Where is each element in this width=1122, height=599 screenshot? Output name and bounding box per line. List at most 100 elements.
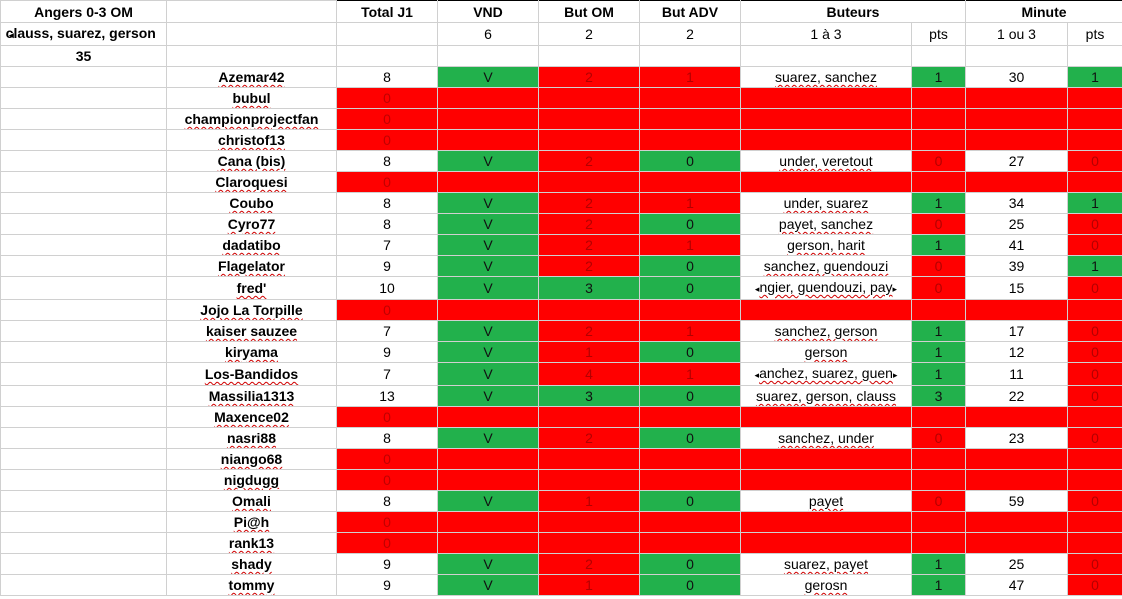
total-cell[interactable]: 0 — [336, 469, 438, 491]
but-om-cell[interactable]: 2 — [538, 213, 640, 235]
row-spacer-cell[interactable] — [0, 385, 167, 407]
player-name-cell[interactable]: Jojo La Torpille — [166, 299, 337, 321]
minute-pts-cell[interactable]: 0 — [1066, 427, 1122, 449]
total-cell[interactable]: 9 — [336, 341, 438, 363]
minute-cell[interactable] — [965, 469, 1068, 491]
minute-cell[interactable] — [965, 299, 1068, 321]
minute-cell[interactable] — [965, 108, 1068, 130]
but-om-cell[interactable] — [538, 532, 640, 554]
minute-cell[interactable] — [965, 129, 1068, 151]
buteurs-pts-cell[interactable]: 1 — [911, 66, 966, 88]
empty-cell[interactable] — [965, 45, 1068, 67]
but-adv-cell[interactable] — [639, 448, 741, 470]
buteurs-cell[interactable]: under, veretout — [740, 150, 912, 172]
minute-cell[interactable]: 25 — [965, 553, 1068, 575]
buteurs-pts-cell[interactable]: 0 — [911, 150, 966, 172]
player-name-cell[interactable]: Maxence02 — [166, 406, 337, 428]
row-spacer-cell[interactable] — [0, 150, 167, 172]
minute-cell[interactable] — [965, 87, 1068, 109]
minute-cell[interactable] — [965, 171, 1068, 193]
subheader-buteurs[interactable]: 1 à 3 — [740, 22, 912, 46]
row-spacer-cell[interactable] — [0, 341, 167, 363]
player-name-cell[interactable]: Azemar42 — [166, 66, 337, 88]
buteurs-pts-cell[interactable]: 0 — [911, 490, 966, 512]
vnd-cell[interactable] — [437, 299, 539, 321]
minute-cell[interactable]: 47 — [965, 574, 1068, 596]
vnd-cell[interactable] — [437, 511, 539, 533]
but-om-cell[interactable]: 3 — [538, 276, 640, 300]
buteurs-cell[interactable] — [740, 469, 912, 491]
minute-pts-cell[interactable]: 0 — [1066, 385, 1122, 407]
player-name-cell[interactable]: fred' — [166, 276, 337, 300]
minute-pts-cell[interactable] — [1066, 171, 1122, 193]
but-adv-cell[interactable]: 0 — [639, 341, 741, 363]
but-om-cell[interactable] — [538, 108, 640, 130]
buteurs-cell[interactable]: sanchez, gerson — [740, 320, 912, 342]
buteurs-cell[interactable] — [740, 406, 912, 428]
minute-pts-cell[interactable]: 0 — [1066, 276, 1122, 300]
buteurs-cell[interactable]: suarez, gerson, clauss — [740, 385, 912, 407]
player-name-cell[interactable]: Cyro77 — [166, 213, 337, 235]
but-adv-cell[interactable]: 0 — [639, 490, 741, 512]
empty-cell[interactable] — [166, 0, 337, 23]
player-name-cell[interactable]: rank13 — [166, 532, 337, 554]
player-name-cell[interactable]: Claroquesi — [166, 171, 337, 193]
vnd-cell[interactable]: V — [437, 234, 539, 256]
but-om-cell[interactable] — [538, 511, 640, 533]
scorers-cell[interactable]: ◂clauss, suarez, gerson — [0, 22, 167, 46]
buteurs-cell[interactable] — [740, 511, 912, 533]
row-spacer-cell[interactable] — [0, 299, 167, 321]
but-adv-cell[interactable] — [639, 299, 741, 321]
minute-cell[interactable]: 22 — [965, 385, 1068, 407]
row-spacer-cell[interactable] — [0, 276, 167, 300]
total-cell[interactable]: 0 — [336, 129, 438, 151]
row-spacer-cell[interactable] — [0, 469, 167, 491]
player-name-cell[interactable]: Coubo — [166, 192, 337, 214]
header-buteurs[interactable]: Buteurs — [740, 0, 966, 23]
minute-pts-cell[interactable] — [1066, 532, 1122, 554]
buteurs-pts-cell[interactable] — [911, 448, 966, 470]
minute-cell[interactable]: 35 — [0, 45, 167, 67]
vnd-cell[interactable]: V — [437, 255, 539, 277]
total-cell[interactable]: 0 — [336, 299, 438, 321]
but-om-cell[interactable]: 2 — [538, 234, 640, 256]
row-spacer-cell[interactable] — [0, 490, 167, 512]
player-name-cell[interactable]: nigdugg — [166, 469, 337, 491]
total-cell[interactable]: 0 — [336, 108, 438, 130]
buteurs-pts-cell[interactable]: 1 — [911, 234, 966, 256]
row-spacer-cell[interactable] — [0, 66, 167, 88]
but-om-cell[interactable]: 2 — [538, 427, 640, 449]
buteurs-pts-cell[interactable]: 0 — [911, 427, 966, 449]
vnd-cell[interactable]: V — [437, 320, 539, 342]
buteurs-pts-cell[interactable]: 3 — [911, 385, 966, 407]
empty-cell[interactable] — [166, 22, 337, 46]
subheader-minute[interactable]: 1 ou 3 — [965, 22, 1068, 46]
but-adv-cell[interactable]: 0 — [639, 213, 741, 235]
player-name-cell[interactable]: Massilia1313 — [166, 385, 337, 407]
row-spacer-cell[interactable] — [0, 108, 167, 130]
but-adv-cell[interactable]: 0 — [639, 150, 741, 172]
header-but-adv[interactable]: But ADV — [639, 0, 741, 23]
but-adv-cell[interactable]: 1 — [639, 320, 741, 342]
total-cell[interactable]: 8 — [336, 213, 438, 235]
minute-pts-cell[interactable]: 0 — [1066, 490, 1122, 512]
empty-cell[interactable] — [437, 45, 539, 67]
vnd-cell[interactable] — [437, 406, 539, 428]
buteurs-pts-cell[interactable]: 0 — [911, 255, 966, 277]
vnd-cell[interactable]: V — [437, 385, 539, 407]
minute-pts-cell[interactable] — [1066, 406, 1122, 428]
minute-cell[interactable]: 17 — [965, 320, 1068, 342]
row-spacer-cell[interactable] — [0, 574, 167, 596]
empty-cell[interactable] — [166, 45, 337, 67]
total-cell[interactable]: 13 — [336, 385, 438, 407]
but-adv-cell[interactable]: 0 — [639, 385, 741, 407]
but-adv-cell[interactable]: 0 — [639, 427, 741, 449]
buteurs-cell[interactable]: ◂anchez, suarez, guen▸ — [740, 362, 912, 386]
but-adv-cell[interactable]: 1 — [639, 234, 741, 256]
minute-cell[interactable]: 59 — [965, 490, 1068, 512]
buteurs-pts-cell[interactable]: 1 — [911, 574, 966, 596]
but-om-cell[interactable]: 1 — [538, 574, 640, 596]
minute-cell[interactable]: 27 — [965, 150, 1068, 172]
player-name-cell[interactable]: Pi@h — [166, 511, 337, 533]
player-name-cell[interactable]: christof13 — [166, 129, 337, 151]
